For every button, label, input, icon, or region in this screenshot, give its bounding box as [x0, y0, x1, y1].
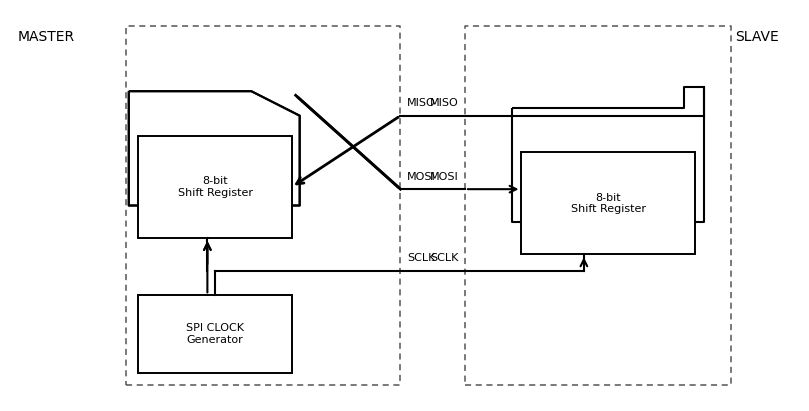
- Text: SCLK: SCLK: [430, 254, 459, 263]
- Bar: [138, 296, 291, 373]
- Text: MOSI: MOSI: [430, 172, 459, 182]
- Polygon shape: [512, 87, 705, 222]
- Text: MISO: MISO: [430, 98, 459, 109]
- Text: SPI CLOCK
Generator: SPI CLOCK Generator: [186, 323, 244, 345]
- Text: 8-bit
Shift Register: 8-bit Shift Register: [177, 176, 252, 198]
- Text: MASTER: MASTER: [18, 30, 74, 44]
- Bar: [138, 136, 291, 238]
- Bar: [522, 152, 695, 254]
- Text: MOSI: MOSI: [407, 172, 436, 182]
- Text: 8-bit
Shift Register: 8-bit Shift Register: [570, 193, 646, 214]
- Text: SCLK: SCLK: [407, 254, 435, 263]
- Polygon shape: [129, 91, 299, 206]
- Text: MISO: MISO: [407, 98, 436, 109]
- Text: SLAVE: SLAVE: [735, 30, 779, 44]
